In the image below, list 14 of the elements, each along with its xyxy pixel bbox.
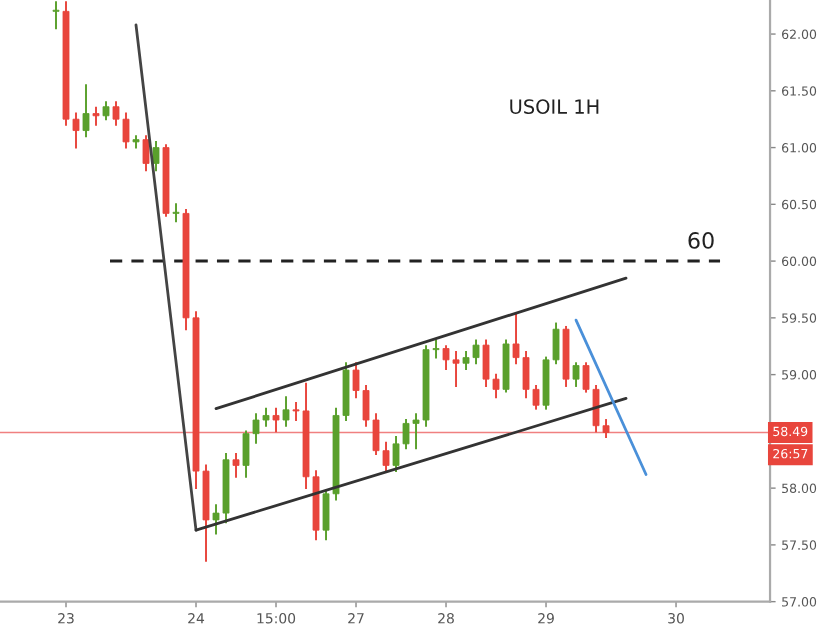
candlestick [172,203,180,223]
candlestick [152,140,160,172]
candlestick [52,1,60,30]
candlestick [502,339,510,393]
candlestick [92,106,100,126]
ref-line-label: 60 [688,232,714,249]
candlestick [82,84,90,138]
candlestick [232,453,240,478]
annotation: USOIL 1H [510,99,599,114]
candlestick [272,407,280,433]
candlestick [132,135,140,149]
candlestick [142,135,150,172]
candlestick [282,396,290,427]
candlestick [572,362,580,387]
